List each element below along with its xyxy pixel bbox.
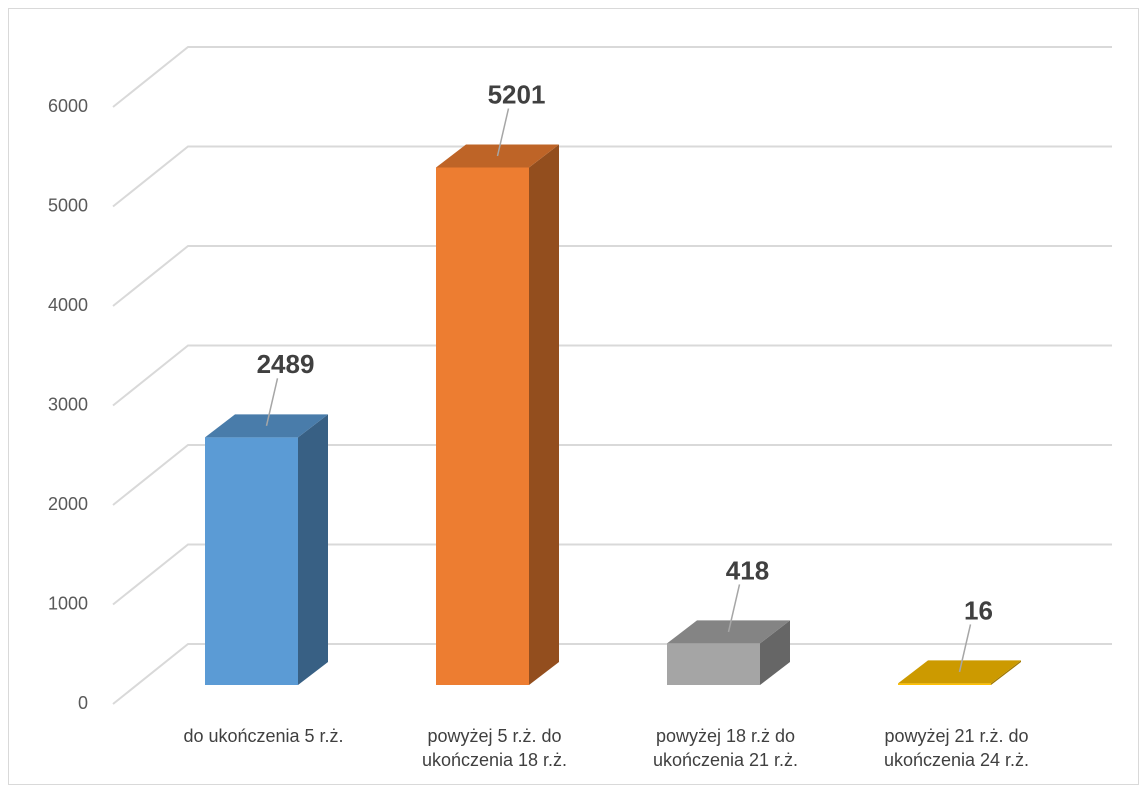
x-tick-label: do ukończenia 5 r.ż. [183,726,344,746]
x-tick-label: powyżej 5 r.ż. do ukończenia 18 r.ż. [421,726,568,770]
y-tick-label: 4000 [48,295,88,315]
grid-line [112,643,1112,705]
chart-border [8,8,1139,785]
bar-side [991,660,1021,685]
bar-front [667,643,760,685]
bar-side [298,414,328,685]
grid-line [112,46,1112,108]
leader-line [727,584,741,633]
data-label: 5201 [488,79,546,109]
x-tick-label: powyżej 18 r.ż do ukończenia 21 r.ż. [652,726,799,770]
x-tick-label: powyżej 21 r.ż. do ukończenia 24 r.ż. [883,726,1030,770]
leader-line [958,624,972,673]
grid-line [112,145,1112,208]
bar-side [760,620,790,685]
grid-line [112,543,1112,606]
y-tick-label: 0 [78,693,88,713]
data-label: 16 [964,595,993,625]
leader-line [496,108,510,157]
y-tick-label: 5000 [48,195,88,215]
bar-side [529,144,559,686]
y-tick-label: 2000 [48,494,88,514]
grid-line [112,344,1112,407]
data-label: 418 [726,555,769,585]
y-tick-label: 3000 [48,394,88,414]
data-label: 2489 [257,349,315,379]
y-tick-label: 6000 [48,96,88,116]
bar-front [898,683,991,685]
grid-line [112,444,1112,506]
leader-line [265,378,279,427]
grid-line [112,245,1112,307]
bar-front [436,167,529,686]
y-tick-label: 1000 [48,593,88,613]
bar-front [205,437,298,685]
